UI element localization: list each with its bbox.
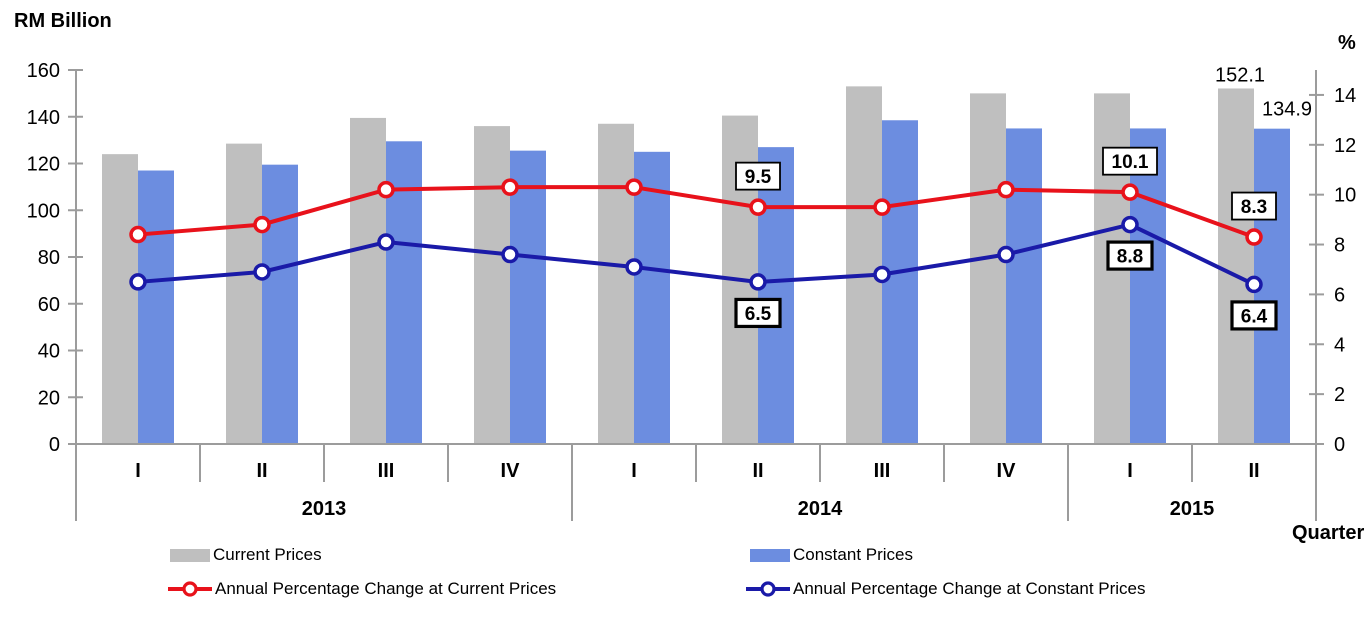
legend-constant-prices: Constant Prices [750,545,913,565]
marker-annual-percentage-change-at-current-prices [253,215,271,234]
right-axis-tick-label: 4 [1334,334,1345,356]
legend-line-marker-red-icon [168,581,212,597]
marker-annual-percentage-change-at-current-prices [625,178,643,196]
line-annual-percentage-change-at-current-prices [137,185,1255,239]
bar-current-prices [474,126,510,444]
marker-annual-percentage-change-at-constant-prices [129,273,147,291]
year-label: 2015 [1170,498,1215,520]
legend-swatch-current-prices-icon [170,548,210,562]
left-axis-tick-label: 120 [27,154,60,176]
right-axis-tick-label: 12 [1334,135,1356,157]
marker-annual-percentage-change-at-current-prices [501,178,519,196]
quarter-label: II [1248,460,1259,482]
marker-annual-percentage-change-at-constant-prices [873,265,891,284]
right-axis-tick-label: 10 [1334,185,1356,207]
left-axis-tick-label: 20 [38,387,60,409]
bar-constant-prices [1130,128,1166,444]
point-label-box [734,297,782,329]
left-axis-tick-label: 60 [38,294,60,316]
quarter-label: I [631,460,637,482]
marker-annual-percentage-change-at-current-prices [129,225,147,244]
left-axis-tick-label: 160 [27,60,60,82]
left-axis-tick-label: 0 [49,434,60,456]
right-axis-tick-label: 8 [1334,235,1345,257]
quarter-label: III [378,460,395,482]
point-label-box [1102,146,1158,176]
quarter-label: II [256,460,267,482]
marker-annual-percentage-change-at-constant-prices [253,263,271,281]
bar-constant-prices [510,150,546,445]
marker-annual-percentage-change-at-constant-prices [501,245,519,264]
point-label: 8.8 [1117,247,1143,268]
marker-annual-percentage-change-at-current-prices [1121,183,1139,201]
line-annual-percentage-change-at-constant-prices [137,222,1255,287]
marker-annual-percentage-change-at-constant-prices [1245,275,1263,294]
left-axis-tick-label: 80 [38,247,60,269]
marker-annual-percentage-change-at-current-prices [749,198,767,216]
bar-constant-prices [138,170,174,444]
quarter-label: II [752,460,763,482]
left-axis-tick-label: 140 [27,107,60,129]
legend-label-annual-pct-constant: Annual Percentage Change at Constant Pri… [793,579,1146,598]
year-label: 2014 [798,498,843,520]
marker-annual-percentage-change-at-constant-prices [749,273,767,291]
quarter-label: I [1127,460,1133,482]
x-axis-title: Quarter [1292,522,1365,544]
bar-current-prices [1218,88,1254,444]
bar-constant-prices [758,147,794,444]
bar-current-prices [970,93,1006,444]
legend-line-marker-blue-icon [746,581,790,597]
right-axis-tick-label: 14 [1334,85,1356,107]
left-axis-tick-label: 100 [27,200,60,222]
quarter-label: IV [997,460,1017,482]
bar-current-prices [350,117,386,444]
bar-value-label: 152.1 [1215,64,1265,86]
bar-constant-prices [1006,128,1042,444]
point-label-box [1230,300,1278,331]
point-label-box [735,161,781,191]
legend-label-annual-pct-current: Annual Percentage Change at Current Pric… [215,579,557,598]
marker-annual-percentage-change-at-constant-prices [625,258,643,276]
year-label: 2013 [302,498,347,520]
right-axis-title: % [1338,32,1356,54]
marker-annual-percentage-change-at-constant-prices [997,245,1015,264]
right-axis-tick-label: 2 [1334,384,1345,406]
point-label: 6.4 [1241,306,1268,327]
bar-current-prices [226,143,262,444]
point-label: 9.5 [745,167,772,188]
bar-constant-prices [634,151,670,444]
quarter-label: IV [501,460,521,482]
legend-annual-pct-current: Annual Percentage Change at Current Pric… [168,579,556,599]
bar-current-prices [102,154,138,444]
legend-label-constant-prices: Constant Prices [793,545,913,564]
marker-annual-percentage-change-at-current-prices [873,198,891,216]
point-label: 6.5 [745,304,772,325]
marker-annual-percentage-change-at-current-prices [377,180,395,199]
marker-annual-percentage-change-at-current-prices [997,180,1015,199]
bar-constant-prices [262,164,298,444]
point-label-box [1106,240,1154,271]
point-label: 10.1 [1112,152,1149,173]
marker-annual-percentage-change-at-constant-prices [377,233,395,251]
legend-current-prices: Current Prices [170,545,322,565]
marker-annual-percentage-change-at-current-prices [1245,228,1263,246]
bar-current-prices [846,86,882,445]
left-axis-title: RM Billion [14,10,112,32]
legend-label-current-prices: Current Prices [213,545,322,564]
marker-annual-percentage-change-at-constant-prices [1121,215,1139,234]
bar-value-label: 134.9 [1262,99,1312,121]
legend-annual-pct-constant: Annual Percentage Change at Constant Pri… [746,579,1146,599]
point-label-box [1231,191,1277,221]
right-axis-tick-label: 0 [1334,434,1345,456]
quarter-label: I [135,460,141,482]
right-axis-tick-label: 6 [1334,284,1345,306]
point-label: 8.3 [1241,197,1267,218]
bar-current-prices [598,123,634,444]
quarter-label: III [874,460,891,482]
bar-constant-prices [882,120,918,444]
legend-swatch-constant-prices-icon [750,548,790,562]
left-axis-tick-label: 40 [38,341,60,363]
